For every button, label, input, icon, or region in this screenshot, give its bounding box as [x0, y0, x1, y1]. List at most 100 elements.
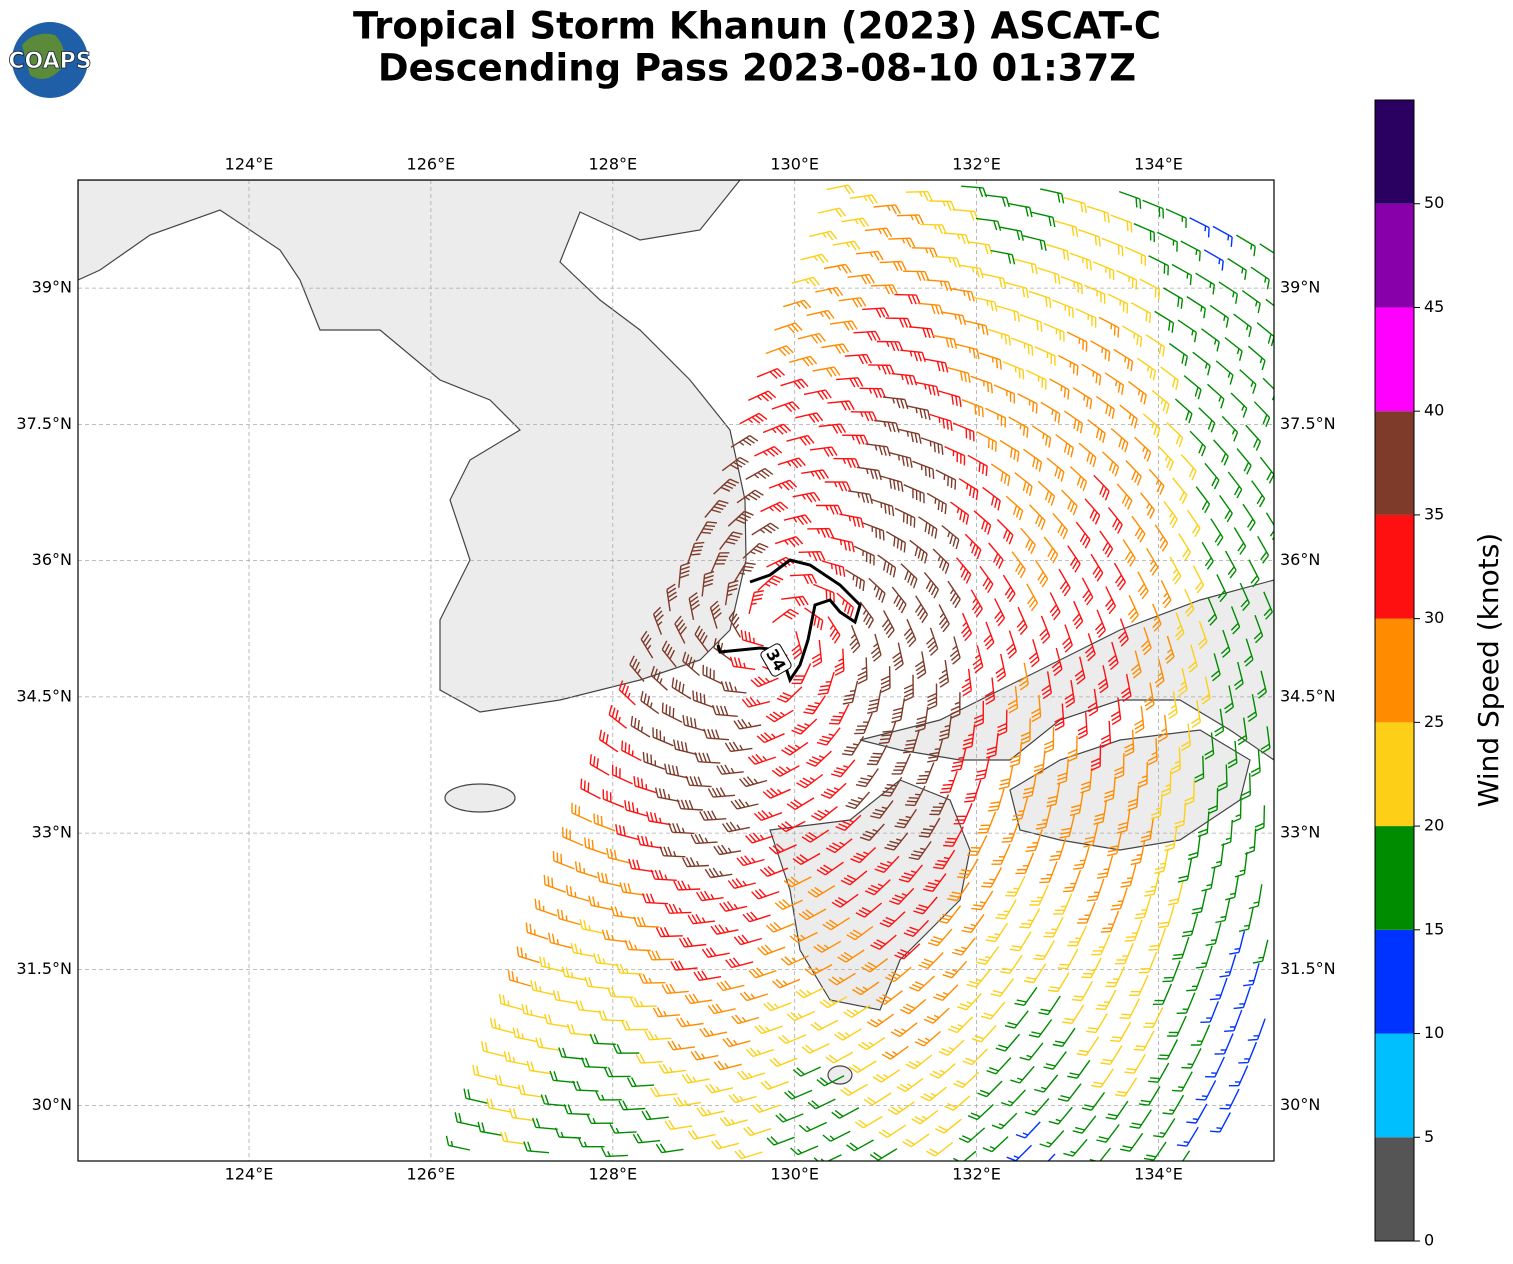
wind-barb	[751, 1103, 781, 1113]
wind-barb	[728, 1093, 757, 1104]
jeju	[444, 783, 516, 813]
wind-barb	[786, 797, 815, 810]
wind-barb	[849, 625, 861, 654]
wind-barb	[655, 1143, 684, 1154]
wind-barb	[699, 810, 727, 821]
title-line: Descending Pass 2023-08-10 01:37Z	[378, 47, 1136, 90]
wind-barb	[1037, 480, 1056, 506]
wind-barb	[1022, 235, 1047, 251]
wind-barb	[477, 1121, 503, 1136]
wind-barb	[1214, 708, 1225, 737]
wind-barb	[731, 1014, 760, 1025]
wind-barb	[762, 787, 791, 799]
wind-barb	[958, 478, 979, 501]
wind-barb	[741, 696, 770, 708]
wind-barb	[809, 230, 838, 241]
wind-barb	[745, 1047, 775, 1058]
wind-barb	[1247, 1018, 1266, 1041]
wind-barb	[784, 1089, 813, 1100]
lat-tick-label: 37.5°N	[1280, 414, 1336, 433]
wind-barb	[807, 885, 836, 898]
wind-barb	[1157, 714, 1168, 743]
wind-barb	[1048, 1106, 1073, 1125]
wind-barb	[1160, 770, 1172, 797]
wind-barb	[827, 616, 841, 644]
wind-barb	[958, 264, 984, 279]
wind-barb	[1052, 1027, 1076, 1047]
wind-barb	[1237, 717, 1248, 746]
wind-barb	[1160, 580, 1172, 609]
wind-barb	[1205, 922, 1222, 946]
wind-barb	[1244, 828, 1257, 855]
lat-tick-label: 34.5°N	[1280, 686, 1336, 705]
wind-barb	[1069, 791, 1084, 817]
colorbar-tick-label: 50	[1424, 193, 1444, 212]
wind-barb	[1049, 837, 1067, 861]
wind-barb	[756, 367, 785, 379]
wind-barb	[1067, 925, 1088, 947]
wind-barb	[816, 861, 844, 876]
wind-barb	[1131, 515, 1146, 543]
lat-tick-label: 31.5°N	[1280, 959, 1336, 978]
wind-barb	[1197, 621, 1208, 650]
wind-barb	[577, 1137, 605, 1148]
wind-barb	[1143, 1007, 1164, 1028]
wind-barb	[1104, 372, 1125, 395]
wind-barb	[1026, 583, 1039, 612]
wind-barb	[834, 648, 845, 676]
wind-barb	[835, 814, 862, 832]
wind-barb	[1238, 907, 1254, 932]
wind-barb	[1228, 1065, 1249, 1087]
wind-barb	[777, 457, 806, 469]
wind-barb	[753, 810, 783, 822]
wind-barb	[668, 822, 695, 835]
wind-barb	[1252, 939, 1269, 964]
wind-barb	[1225, 875, 1239, 901]
wind-barb	[1235, 234, 1256, 257]
wind-barb	[830, 536, 855, 553]
wind-barb	[1097, 665, 1109, 694]
wind-barb	[909, 975, 935, 992]
wind-barb	[1081, 957, 1102, 979]
wind-barb	[667, 1040, 695, 1051]
wind-barb	[1130, 302, 1152, 324]
colorbar: 0 5 10 15 20 25 30 35 40 45 50	[1374, 99, 1444, 1250]
wind-barb	[1022, 773, 1037, 799]
wind-barb	[859, 387, 887, 399]
wind-barb	[588, 895, 613, 911]
colorbar-tick-label: 30	[1424, 608, 1444, 627]
wind-barb	[646, 811, 671, 826]
wind-barb	[1061, 489, 1078, 516]
wind-barb	[961, 668, 972, 697]
wind-barb	[920, 1086, 947, 1102]
wind-barb	[1028, 1019, 1053, 1038]
wind-barb	[673, 880, 701, 891]
wind-barb	[600, 1147, 628, 1158]
wind-barb	[1049, 378, 1070, 400]
wind-barb	[984, 194, 1010, 208]
wind-barb	[1062, 624, 1073, 653]
wind-barb	[1167, 881, 1184, 906]
wind-barb	[543, 874, 566, 893]
wind-barb	[1189, 217, 1210, 238]
wind-barb	[539, 956, 564, 972]
wind-barb	[1118, 190, 1142, 209]
wind-barb	[589, 1033, 616, 1045]
wind-barb	[850, 846, 877, 864]
colorbar-frame	[1374, 99, 1415, 1242]
wind-barb	[820, 782, 847, 799]
wind-barb	[847, 490, 873, 504]
wind-barb	[615, 963, 643, 975]
wind-barb	[1150, 793, 1163, 820]
wind-barb	[1145, 334, 1166, 357]
wind-barb	[998, 764, 1014, 790]
wind-barb	[1090, 553, 1104, 582]
wind-barb	[1214, 1033, 1234, 1055]
wind-barb	[1117, 808, 1131, 834]
wind-barb	[1191, 890, 1207, 915]
wind-barb	[1086, 878, 1105, 902]
wind-barb	[1060, 275, 1083, 295]
title-line: Tropical Storm Khanun (2023) ASCAT-C	[353, 5, 1161, 48]
land	[78, 180, 1274, 1085]
wind-barb	[938, 390, 962, 407]
